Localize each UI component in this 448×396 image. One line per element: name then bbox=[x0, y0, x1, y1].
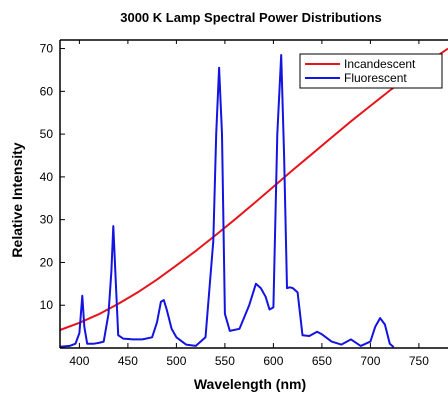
plot-area: 400 450 500 550 600 650 700 750 10 20 30 40 50 60 70 bbox=[40, 39, 448, 368]
chart-title: 3000 K Lamp Spectral Power Distributions bbox=[120, 10, 382, 25]
y-axis-label: Relative Intensity bbox=[9, 142, 25, 257]
legend: Incandescent Fluorescent bbox=[299, 53, 443, 89]
y-tick-label-40: 40 bbox=[40, 170, 54, 184]
series-line-fluorescent bbox=[60, 54, 395, 348]
y-tick-label-50: 50 bbox=[40, 127, 54, 141]
y-tick-label-20: 20 bbox=[40, 255, 54, 269]
x-tick-label-650: 650 bbox=[312, 354, 332, 368]
x-tick-label-600: 600 bbox=[263, 354, 283, 368]
x-tick-label-400: 400 bbox=[69, 354, 89, 368]
x-tick-label-450: 450 bbox=[118, 354, 138, 368]
x-tick-label-700: 700 bbox=[360, 354, 380, 368]
x-tick-label-750: 750 bbox=[409, 354, 429, 368]
series-line-incandescent bbox=[60, 47, 448, 331]
legend-box bbox=[299, 53, 443, 89]
legend-label-incandescent: Incandescent bbox=[344, 57, 416, 71]
x-axis-label: Wavelength (nm) bbox=[194, 376, 306, 392]
y-tick-label-10: 10 bbox=[40, 298, 54, 312]
legend-label-fluorescent: Fluorescent bbox=[344, 71, 407, 85]
x-tick-label-550: 550 bbox=[215, 354, 235, 368]
y-tick-label-30: 30 bbox=[40, 213, 54, 227]
x-tick-label-500: 500 bbox=[166, 354, 186, 368]
y-tick-label-70: 70 bbox=[40, 42, 54, 56]
y-tick-label-60: 60 bbox=[40, 84, 54, 98]
